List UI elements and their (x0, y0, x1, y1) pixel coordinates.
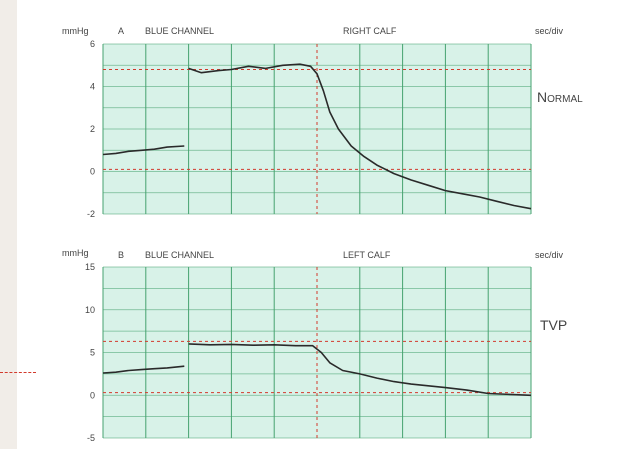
side-dash-marker (0, 372, 36, 373)
channel-label-a: BLUE CHANNEL (145, 26, 214, 36)
y-ticks-b: 15 10 5 0 -5 (85, 262, 95, 443)
y-unit-label-a: mmHg (62, 26, 89, 36)
pressure-trace (188, 343, 532, 397)
panel-b: 15 10 5 0 -5 mmHg B BLUE CHANNEL LEFT CALF s… (62, 248, 567, 443)
y-tick-label: 4 (90, 82, 95, 92)
pressure-trace (102, 145, 185, 156)
y-tick-label: -2 (87, 209, 95, 219)
y-tick-label: 15 (85, 262, 95, 272)
y-unit-label-b: mmHg (62, 248, 89, 258)
traces-a (102, 63, 532, 210)
panel-a: 6 4 2 0 -2 mmHg A BLUE CHANNEL RIGHT CALF se… (62, 26, 583, 219)
y-tick-label: 0 (90, 390, 95, 400)
traces-b (102, 343, 532, 397)
reference-lines-a (103, 44, 531, 214)
y-tick-label: -5 (87, 433, 95, 443)
x-unit-label-b: sec/div (535, 250, 564, 260)
channel-label-b: BLUE CHANNEL (145, 250, 214, 260)
chart-title-b: LEFT CALF (343, 250, 391, 260)
y-tick-label: 0 (90, 167, 95, 177)
x-unit-label-a: sec/div (535, 26, 564, 36)
chart-title-a: RIGHT CALF (343, 26, 397, 36)
y-tick-label: 6 (90, 39, 95, 49)
y-ticks-a: 6 4 2 0 -2 (87, 39, 95, 219)
annotation-b: TVP (540, 317, 567, 333)
y-tick-label: 10 (85, 305, 95, 315)
panel-letter-b: B (118, 250, 124, 260)
pressure-trace (188, 63, 532, 210)
y-tick-label: 2 (90, 124, 95, 134)
panel-letter-a: A (118, 26, 124, 36)
pressure-trace (102, 365, 185, 374)
annotation-a: Normal (537, 89, 583, 105)
y-tick-label: 5 (90, 348, 95, 358)
reference-lines-b (103, 267, 531, 438)
